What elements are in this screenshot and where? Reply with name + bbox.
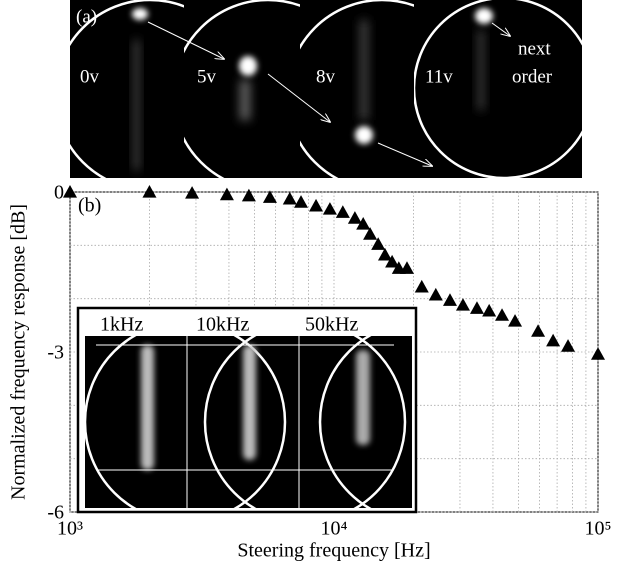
marker <box>455 298 470 311</box>
y-tick-label: -3 <box>47 342 64 364</box>
frame-label: 0v <box>80 66 100 87</box>
marker <box>442 293 457 306</box>
marker <box>356 217 371 230</box>
y-axis-title: Normalized frequency response [dB] <box>8 204 30 500</box>
marker <box>469 301 484 314</box>
inset: 1kHz 10kHz 50kHz <box>76 306 418 514</box>
x-tick-label: 10⁴ <box>321 518 348 540</box>
frame-label: 5v <box>197 66 217 87</box>
marker <box>531 324 546 337</box>
frame-label: 11v <box>425 66 453 87</box>
panel-a-images: (a) 0v 5v 8v 11v next order <box>70 0 582 178</box>
marker <box>322 202 337 215</box>
marker <box>63 185 77 198</box>
marker <box>219 187 234 201</box>
marker <box>294 195 309 208</box>
annotation: next <box>518 38 551 59</box>
marker <box>262 190 277 203</box>
marker <box>347 211 362 224</box>
x-axis-title: Steering frequency [Hz] <box>237 540 430 562</box>
y-tick-label: 0 <box>54 182 64 204</box>
inset-label: 50kHz <box>305 314 358 336</box>
marker <box>495 308 510 321</box>
marker <box>561 339 576 352</box>
marker <box>371 237 386 250</box>
inset-label: 1kHz <box>100 314 143 336</box>
inset-label: 10kHz <box>196 314 249 336</box>
marker <box>414 279 429 293</box>
y-tick-label: -6 <box>47 502 64 524</box>
marker <box>428 287 443 301</box>
marker <box>282 191 297 205</box>
marker <box>508 314 523 327</box>
panel-label: (b) <box>78 195 101 217</box>
panel-label: (a) <box>76 6 97 27</box>
marker <box>546 333 561 347</box>
marker <box>309 198 324 212</box>
annotation: order <box>512 66 553 87</box>
marker <box>363 227 378 240</box>
x-tick-label: 10⁵ <box>585 518 612 540</box>
frame-label: 8v <box>316 66 336 87</box>
marker <box>185 186 200 199</box>
marker <box>591 347 605 360</box>
marker <box>399 261 414 274</box>
marker <box>142 185 157 198</box>
marker <box>377 247 392 261</box>
marker <box>241 188 256 202</box>
marker <box>385 254 400 268</box>
marker <box>482 303 497 317</box>
x-tick-label: 10³ <box>57 518 83 540</box>
marker <box>335 205 350 218</box>
